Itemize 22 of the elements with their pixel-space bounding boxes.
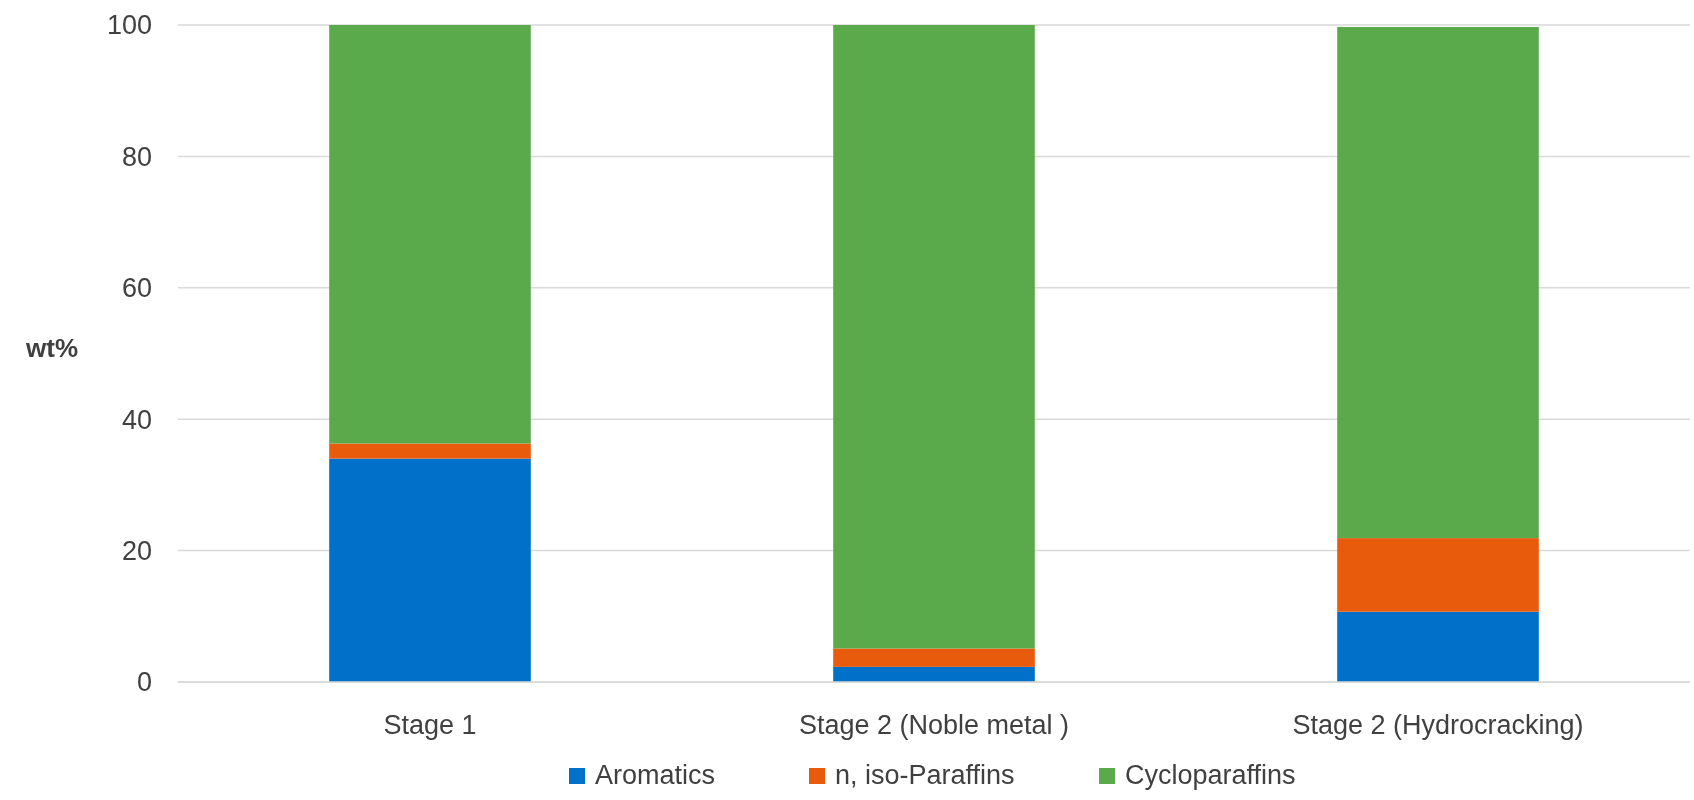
bar	[833, 666, 1035, 682]
bar	[833, 648, 1035, 667]
bar	[1337, 611, 1539, 682]
y-tick-label: 40	[121, 404, 152, 435]
legend-label: Aromatics	[595, 760, 716, 790]
bar	[1337, 26, 1539, 539]
legend-label: Cycloparaffins	[1125, 760, 1296, 790]
bar	[329, 25, 531, 444]
y-axis-title: wt%	[25, 333, 78, 363]
y-tick-label: 80	[121, 141, 152, 172]
bar	[329, 443, 531, 459]
y-tick-label: 60	[121, 273, 152, 304]
y-tick-label: 20	[121, 536, 152, 567]
bar	[329, 458, 531, 682]
legend-label: n, iso-Paraffins	[835, 760, 1015, 790]
x-tick-label: Stage 2 (Hydrocracking)	[1292, 710, 1584, 740]
x-tick-label: Stage 2 (Noble metal )	[798, 710, 1070, 740]
x-tick-label: Stage 1	[383, 710, 477, 740]
y-tick-label: 100	[106, 10, 152, 41]
bar	[1337, 538, 1539, 612]
bar	[833, 25, 1035, 649]
y-tick-label: 0	[136, 667, 152, 698]
